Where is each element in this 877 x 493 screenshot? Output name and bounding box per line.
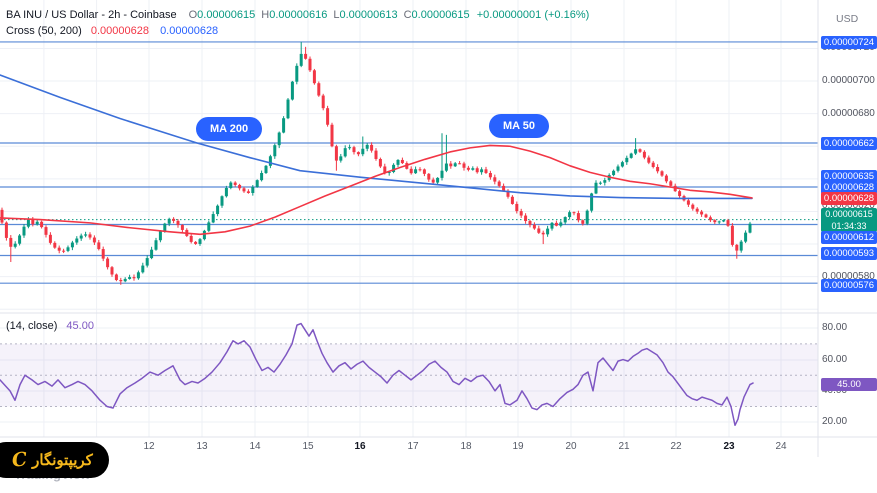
ma-cross-title: Cross (50, 200) — [6, 25, 82, 37]
rsi-tick-label: 60.00 — [822, 354, 848, 365]
high-label: H — [261, 9, 270, 21]
symbol-title: BA INU / US Dollar - 2h - Coinbase — [6, 9, 177, 21]
brand-watermark-text: کریپتونگار — [32, 452, 93, 469]
price-badge: 0.00000593 — [821, 246, 877, 260]
time-tick-label: 15 — [302, 441, 314, 452]
change-value: +0.00000001 (+0.16%) — [476, 9, 590, 21]
price-badge: 0.00000628 — [821, 180, 877, 194]
price-tick-label: 0.00000700 — [822, 75, 875, 86]
price-badge-value: 0.00000593 — [823, 247, 875, 259]
time-tick-label: 19 — [512, 441, 524, 452]
price-tick-label: 0.00000680 — [822, 108, 875, 119]
price-badge: 0.00000612 — [821, 230, 877, 244]
candlestick-series — [0, 41, 752, 285]
time-tick-label: 12 — [143, 441, 155, 452]
price-badge-value: 0.00000612 — [823, 231, 875, 243]
rsi-tick-label: 80.00 — [822, 322, 848, 333]
time-tick-label: 24 — [775, 441, 787, 452]
price-badge-value: 0.00000628 — [823, 192, 875, 204]
rsi-value: 45.00 — [66, 320, 94, 332]
time-tick-label: 17 — [407, 441, 419, 452]
ma50-pill-label[interactable]: MA 50 — [489, 114, 549, 138]
close-label: C — [403, 9, 412, 21]
price-badge: 0.00000724 — [821, 35, 877, 49]
time-tick-label: 20 — [565, 441, 577, 452]
rsi-title: (14, close) — [6, 320, 58, 332]
open-value: 0.00000615 — [197, 9, 256, 21]
price-badge-value: 0.00000615 — [825, 209, 873, 219]
time-tick-label: 23 — [723, 441, 735, 452]
ma200-line — [0, 74, 753, 200]
price-axis-currency-label: USD — [836, 13, 859, 25]
time-tick-label: 22 — [670, 441, 682, 452]
ma-cross-indicator-row[interactable]: Cross (50, 200) 0.00000628 0.00000628 — [6, 25, 218, 37]
rsi-line — [0, 322, 754, 427]
price-badge-value: 0.00000576 — [823, 279, 875, 291]
brand-logo-icon: C — [10, 448, 29, 472]
price-badge-value: 0.00000628 — [823, 181, 875, 193]
price-badge: 0.00000662 — [821, 136, 877, 150]
price-badge-value: 0.00000662 — [823, 137, 875, 149]
close-value: 0.00000615 — [411, 9, 470, 21]
low-label: L — [333, 9, 340, 21]
rsi-indicator-row[interactable]: (14, close) 45.00 — [6, 320, 94, 332]
high-value: 0.00000616 — [269, 9, 328, 21]
time-tick-label: 13 — [196, 441, 208, 452]
price-badge: 0.00000628 — [821, 191, 877, 205]
rsi-tick-label: 20.00 — [822, 416, 848, 427]
symbol-info-row[interactable]: BA INU / US Dollar - 2h - Coinbase O0.000… — [6, 9, 589, 21]
price-tick-label: 0.00000580 — [822, 271, 875, 282]
time-tick-label: 16 — [354, 441, 366, 452]
price-badge: 0.00000576 — [821, 278, 877, 292]
ma200-value: 0.00000628 — [160, 25, 219, 37]
price-badge-value: 0.00000724 — [823, 36, 875, 48]
low-value: 0.00000613 — [339, 9, 398, 21]
time-tick-label: 14 — [249, 441, 261, 452]
rsi-tick-label: 40.00 — [822, 385, 848, 396]
ma200-pill-label[interactable]: MA 200 — [196, 117, 263, 141]
time-tick-label: 18 — [460, 441, 472, 452]
ma50-value: 0.00000628 — [90, 25, 149, 37]
price-badge: 0.00000615 01:34:33 — [821, 208, 877, 232]
open-label: O — [188, 9, 198, 21]
rsi-badge: 45.00 — [821, 377, 877, 391]
ma50-line — [0, 144, 753, 236]
price-tick-label: 0.00000620 — [822, 200, 875, 211]
price-badge-value: 0.00000635 — [823, 170, 875, 182]
price-badge: 0.00000635 — [821, 169, 877, 183]
bar-countdown: 01:34:33 — [831, 221, 867, 231]
time-tick-label: 21 — [618, 441, 630, 452]
brand-watermark-pill: کریپتونگار C — [0, 442, 109, 478]
